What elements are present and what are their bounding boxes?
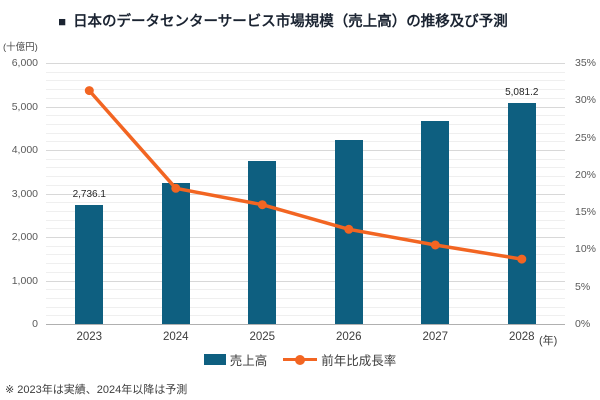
title-square-marker-icon: ■ — [58, 14, 67, 29]
major-gridline — [46, 281, 565, 282]
line-dot-icon — [295, 354, 306, 365]
minor-gridline — [46, 98, 565, 99]
right-axis-tick: 30% — [575, 94, 597, 107]
minor-gridline — [46, 307, 565, 308]
bar-2028 — [507, 102, 536, 324]
legend-label-growth: 前年比成長率 — [321, 354, 397, 368]
right-axis-tick: 35% — [575, 57, 597, 69]
left-axis-tick: 4,000 — [11, 144, 38, 156]
x-axis-tick-2023: 2023 — [76, 331, 103, 343]
bar-2026 — [334, 140, 363, 324]
bar-2023 — [75, 204, 104, 324]
x-axis-tick-2027: 2027 — [422, 331, 449, 343]
major-gridline — [46, 237, 565, 238]
minor-gridline — [46, 133, 565, 134]
minor-gridline — [46, 246, 565, 247]
x-axis-tick-2024: 2024 — [162, 331, 189, 343]
minor-gridline — [46, 211, 565, 212]
major-gridline — [46, 107, 565, 108]
bar-2027 — [421, 120, 450, 324]
minor-gridline — [46, 115, 565, 116]
x-axis-tick-2026: 2026 — [335, 331, 362, 343]
right-axis-tick: 20% — [575, 168, 597, 181]
line-swatch-icon — [283, 354, 318, 365]
chart-legend: 売上高 前年比成長率 — [0, 350, 600, 369]
minor-gridline — [46, 263, 565, 264]
minor-gridline — [46, 176, 565, 177]
minor-gridline — [46, 202, 565, 203]
legend-item-growth: 前年比成長率 — [283, 350, 396, 369]
legend-item-sales: 売上高 — [203, 350, 268, 369]
right-axis-tick: 15% — [575, 206, 597, 219]
minor-gridline — [46, 315, 565, 316]
left-axis-tick: 0 — [32, 318, 38, 330]
right-axis-tick: 10% — [575, 243, 597, 256]
left-axis-tick: 1,000 — [11, 274, 38, 287]
left-axis-tick: 3,000 — [11, 187, 38, 200]
x-axis-tick-2025: 2025 — [249, 331, 276, 343]
major-gridline — [46, 63, 565, 64]
minor-gridline — [46, 159, 565, 160]
minor-gridline — [46, 80, 565, 81]
bar-swatch-icon — [203, 354, 226, 365]
minor-gridline — [46, 289, 565, 290]
minor-gridline — [46, 220, 565, 221]
x-axis-year-suffix: (年) — [539, 335, 558, 347]
bar-2024 — [161, 183, 190, 324]
minor-gridline — [46, 141, 565, 142]
minor-gridline — [46, 72, 565, 73]
growth-rate-point-2023 — [84, 86, 94, 96]
minor-gridline — [46, 298, 565, 299]
bar-value-label-2028: 5,081.2 — [505, 86, 539, 98]
minor-gridline — [46, 185, 565, 186]
left-axis-tick: 5,000 — [11, 100, 38, 113]
left-axis-tick: 6,000 — [11, 57, 38, 69]
chart-title: ■ 日本のデータセンターサービス市場規模（売上高）の推移及び予測 — [0, 10, 566, 31]
minor-gridline — [46, 167, 565, 168]
right-axis-tick: 5% — [575, 280, 591, 293]
right-axis-tick: 0% — [575, 318, 591, 330]
minor-gridline — [46, 272, 565, 273]
minor-gridline — [46, 228, 565, 229]
left-axis-unit-label: (十億円) — [3, 42, 38, 53]
left-axis-tick: 2,000 — [11, 231, 38, 243]
x-axis-tick-2028: 2028 — [508, 331, 535, 343]
chart-title-text: 日本のデータセンターサービス市場規模（売上高）の推移及び予測 — [73, 14, 508, 30]
x-axis-baseline — [46, 324, 565, 325]
bar-2025 — [248, 160, 277, 324]
legend-label-sales: 売上高 — [229, 354, 268, 368]
bar-value-label-2023: 2,736.1 — [72, 188, 106, 200]
right-axis-tick: 25% — [575, 131, 597, 144]
footnote: ※ 2023年は実績、2024年以降は予測 — [5, 384, 188, 396]
minor-gridline — [46, 124, 565, 125]
major-gridline — [46, 150, 565, 151]
minor-gridline — [46, 254, 565, 255]
